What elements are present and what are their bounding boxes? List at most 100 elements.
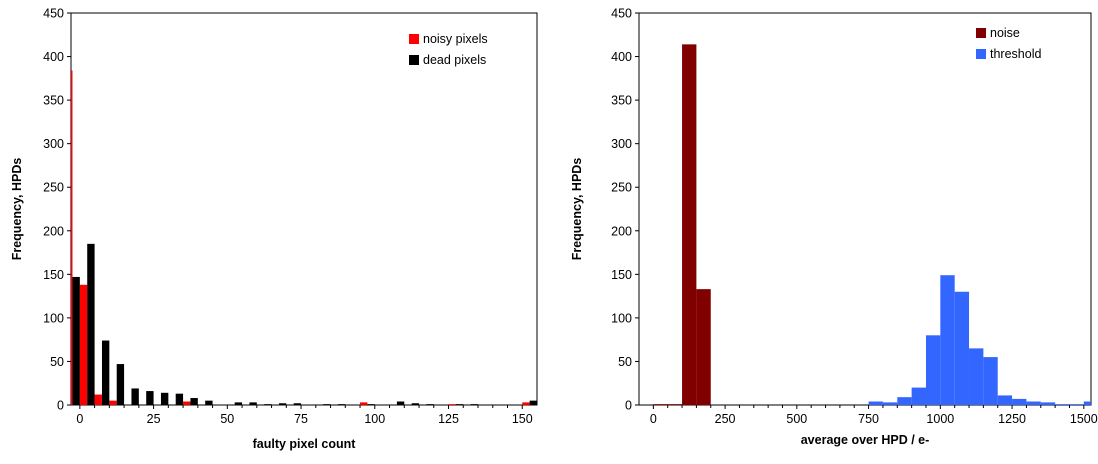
legend-swatch <box>409 34 419 44</box>
x-axis-title: average over HPD / e- <box>801 433 930 447</box>
legend-label: noisy pixels <box>423 32 488 46</box>
y-tick-label: 300 <box>43 137 64 151</box>
bar-dead-pixels <box>190 398 198 405</box>
bar-noise <box>653 404 668 405</box>
bar-dead-pixels <box>411 403 420 405</box>
bar-dead-pixels <box>337 404 346 405</box>
legend: noise threshold <box>976 26 1041 61</box>
bar-dead-pixels <box>72 276 80 405</box>
bar-dead-pixels <box>396 401 405 405</box>
bar-noise <box>696 289 711 405</box>
y-axis-title: Frequency, HPDs <box>10 158 24 261</box>
bar-dead-pixels <box>116 364 125 405</box>
legend: noisy pixels dead pixels <box>409 32 488 67</box>
legend-swatch <box>976 28 986 38</box>
chart-1: 0 50 100 150 200 250 300 350 400 450 0 25 50 75 100 125… <box>10 7 538 451</box>
legend-label: threshold <box>990 47 1041 61</box>
bar-threshold <box>983 357 998 405</box>
y-tick-label: 350 <box>611 94 632 108</box>
y-tick-label: 250 <box>611 181 632 195</box>
bar-noisy-pixels <box>360 402 368 405</box>
plot-area <box>70 12 538 406</box>
bar-dead-pixels <box>101 340 110 405</box>
bar-dead-pixels <box>249 402 257 405</box>
bar-dead-pixels <box>160 392 169 405</box>
bar-dead-pixels <box>470 404 479 405</box>
y-tick-label: 150 <box>43 268 64 282</box>
bar-threshold <box>954 291 970 405</box>
bar-dead-pixels <box>131 388 139 405</box>
bar-dead-pixels <box>175 393 184 405</box>
bar-threshold <box>997 395 1013 405</box>
bar-noisy-pixels <box>79 284 88 405</box>
bar-noisy-pixels <box>522 402 530 405</box>
y-tick-label: 250 <box>43 181 64 195</box>
x-tick-label: 1500 <box>1070 412 1098 426</box>
y-tick-label: 0 <box>57 399 64 413</box>
chart-2: 0 50 100 150 200 250 300 350 400 450 0 250 500 750 100… <box>570 7 1098 448</box>
legend-label: noise <box>990 26 1020 40</box>
bar-threshold <box>911 387 926 405</box>
x-tick-label: 1250 <box>998 412 1026 426</box>
bar-threshold <box>897 397 912 405</box>
x-tick-label: 0 <box>650 412 657 426</box>
y-tick-label: 0 <box>625 399 632 413</box>
bar-dead-pixels <box>367 404 375 405</box>
bar-noisy-pixels <box>448 404 456 405</box>
y-tick-label: 400 <box>611 50 632 64</box>
bar-threshold <box>1069 404 1084 405</box>
x-tick-label: 0 <box>76 412 83 426</box>
bar-dead-pixels <box>146 391 154 405</box>
bar-dead-pixels <box>529 400 537 405</box>
y-tick-label: 200 <box>611 224 632 238</box>
bar-noisy-pixels <box>109 400 117 405</box>
x-axis-title: faulty pixel count <box>253 437 357 451</box>
y-tick-label: 450 <box>611 7 632 21</box>
x-tick-label: 1000 <box>926 412 954 426</box>
x-tick-label: 125 <box>438 412 459 426</box>
bar-threshold <box>882 402 898 405</box>
bar-dead-pixels <box>426 404 434 405</box>
bar-threshold <box>868 401 883 405</box>
bar-dead-pixels <box>278 403 287 405</box>
bar-threshold <box>925 335 941 405</box>
x-tick-label: 25 <box>147 412 161 426</box>
bar-dead-pixels <box>293 403 302 405</box>
bar-noise <box>667 404 683 405</box>
bar-threshold <box>1026 401 1041 405</box>
y-tick-label: 350 <box>43 94 64 108</box>
x-tick-label: 250 <box>715 412 736 426</box>
y-tick-label: 150 <box>611 268 632 282</box>
bar-dead-pixels <box>264 404 272 405</box>
bar-dead-pixels <box>455 404 464 405</box>
y-tick-label: 100 <box>611 311 632 325</box>
bar-threshold <box>1055 404 1070 405</box>
y-axis-title: Frequency, HPDs <box>570 158 584 261</box>
x-tick-label: 500 <box>786 412 807 426</box>
bar-noisy-pixels <box>71 70 73 405</box>
y-tick-label: 300 <box>611 137 632 151</box>
bar-dead-pixels <box>234 402 243 405</box>
y-tick-label: 50 <box>50 355 64 369</box>
bar-noisy-pixels <box>183 401 191 405</box>
plot-area <box>638 12 1092 406</box>
legend-swatch <box>976 49 986 59</box>
legend-label: dead pixels <box>423 53 486 67</box>
bar-dead-pixels <box>205 400 213 405</box>
y-tick-label: 450 <box>43 7 64 21</box>
bar-noise <box>682 44 697 406</box>
bar-threshold <box>969 348 984 405</box>
bar-dead-pixels <box>323 404 331 405</box>
x-tick-label: 50 <box>220 412 234 426</box>
legend-swatch <box>409 55 419 65</box>
x-tick-label: 150 <box>512 412 533 426</box>
bar-threshold <box>1040 402 1056 405</box>
x-tick-label: 750 <box>858 412 879 426</box>
bar-threshold <box>1012 398 1027 405</box>
y-tick-label: 100 <box>43 311 64 325</box>
y-tick-label: 50 <box>618 355 632 369</box>
y-tick-label: 200 <box>43 224 64 238</box>
bar-dead-pixels <box>87 243 95 405</box>
bar-threshold <box>1083 401 1091 405</box>
